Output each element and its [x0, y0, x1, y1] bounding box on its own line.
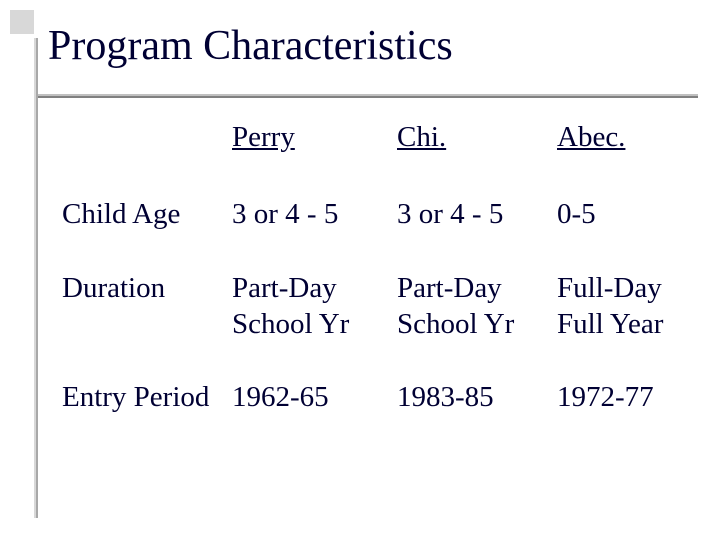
- content-table: Perry Chi. Abec. Child Age 3 or 4 - 5 3 …: [62, 120, 692, 415]
- slide: Program Characteristics Perry Chi. Abec.…: [0, 0, 720, 540]
- cell-duration-perry: Part-Day School Yr: [232, 270, 397, 343]
- cell-duration-abec-line2: Full Year: [557, 306, 697, 342]
- row-label-duration: Duration: [62, 270, 232, 343]
- row-label-child-age: Child Age: [62, 197, 232, 232]
- cell-child-age-chi: 3 or 4 - 5: [397, 197, 557, 232]
- cell-duration-abec-line1: Full-Day: [557, 270, 697, 306]
- cell-entry-period-perry: 1962-65: [232, 380, 397, 415]
- slide-title: Program Characteristics: [48, 22, 453, 70]
- cell-duration-chi-line1: Part-Day: [397, 270, 557, 306]
- cell-duration-chi: Part-Day School Yr: [397, 270, 557, 343]
- cell-child-age-perry: 3 or 4 - 5: [232, 197, 397, 232]
- cell-duration-chi-line2: School Yr: [397, 306, 557, 342]
- row-label-entry-period: Entry Period: [62, 380, 232, 415]
- row-child-age: Child Age 3 or 4 - 5 3 or 4 - 5 0-5: [62, 197, 692, 232]
- cell-duration-perry-line1: Part-Day: [232, 270, 397, 306]
- cell-entry-period-chi: 1983-85: [397, 380, 557, 415]
- col-header-abec: Abec.: [557, 121, 625, 153]
- cell-duration-abec: Full-Day Full Year: [557, 270, 697, 343]
- col-header-perry: Perry: [232, 121, 295, 153]
- header-blank: [62, 120, 232, 155]
- cell-child-age-abec: 0-5: [557, 197, 697, 232]
- row-entry-period: Entry Period 1962-65 1983-85 1972-77: [62, 380, 692, 415]
- row-duration: Duration Part-Day School Yr Part-Day Sch…: [62, 270, 692, 343]
- cell-duration-perry-line2: School Yr: [232, 306, 397, 342]
- horizontal-rule-bottom: [38, 96, 698, 98]
- corner-decoration: [10, 10, 36, 36]
- vertical-rule-dark: [36, 38, 38, 518]
- header-row: Perry Chi. Abec.: [62, 120, 692, 155]
- cell-entry-period-abec: 1972-77: [557, 380, 697, 415]
- col-header-chi: Chi.: [397, 121, 446, 153]
